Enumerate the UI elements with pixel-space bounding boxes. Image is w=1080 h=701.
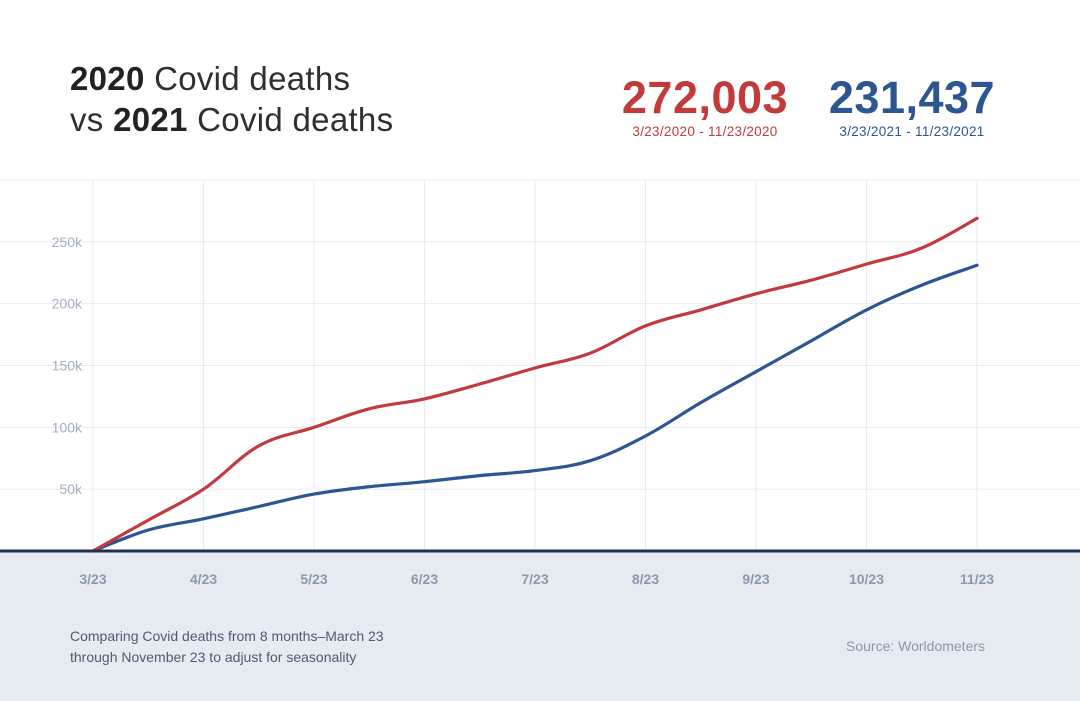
y-tick-label: 100k: [52, 419, 83, 435]
title-line1-text: Covid deaths: [154, 60, 351, 97]
x-tick-label: 9/23: [742, 571, 769, 587]
chart-title: 2020 Covid deaths vs 2021 Covid deaths: [70, 58, 393, 140]
date-range-2021: 3/23/2021 - 11/23/2021: [839, 124, 985, 139]
footer-panel: [0, 551, 1080, 701]
stat-2021: 231,437 3/23/2021 - 11/23/2021: [826, 72, 998, 140]
x-tick-label: 3/23: [79, 571, 106, 587]
title-line2-prefix: vs: [70, 101, 104, 138]
total-deaths-2021: 231,437: [828, 72, 996, 123]
caption-line-1: Comparing Covid deaths from 8 months–Mar…: [70, 628, 384, 644]
title-line-2: vs 2021 Covid deaths: [70, 99, 393, 140]
title-year-2020: 2020: [70, 60, 145, 97]
y-tick-label: 150k: [52, 358, 83, 374]
date-range-2020: 3/23/2020 - 11/23/2020: [632, 124, 778, 139]
x-tick-label: 8/23: [632, 571, 659, 587]
y-tick-label: 50k: [59, 481, 83, 497]
x-tick-label: 6/23: [411, 571, 438, 587]
x-tick-label: 7/23: [521, 571, 548, 587]
series-line-2020: [91, 216, 979, 553]
y-tick-label: 250k: [52, 234, 83, 250]
y-tick-label: 200k: [52, 296, 83, 312]
caption-line-2: through November 23 to adjust for season…: [70, 649, 357, 665]
title-year-2021: 2021: [113, 101, 188, 138]
title-line2-text: Covid deaths: [197, 101, 394, 138]
title-line-1: 2020 Covid deaths: [70, 58, 393, 99]
series-line-2021: [91, 263, 979, 553]
total-deaths-2020: 272,003: [621, 72, 789, 123]
stat-2020: 272,003 3/23/2020 - 11/23/2020: [620, 72, 790, 140]
x-tick-label: 11/23: [960, 571, 994, 587]
x-tick-label: 10/23: [849, 571, 884, 587]
x-tick-label: 5/23: [300, 571, 327, 587]
source-note: Source: Worldometers: [846, 638, 986, 654]
chart-caption: Comparing Covid deaths from 8 months–Mar…: [70, 626, 490, 668]
x-tick-label: 4/23: [190, 571, 217, 587]
